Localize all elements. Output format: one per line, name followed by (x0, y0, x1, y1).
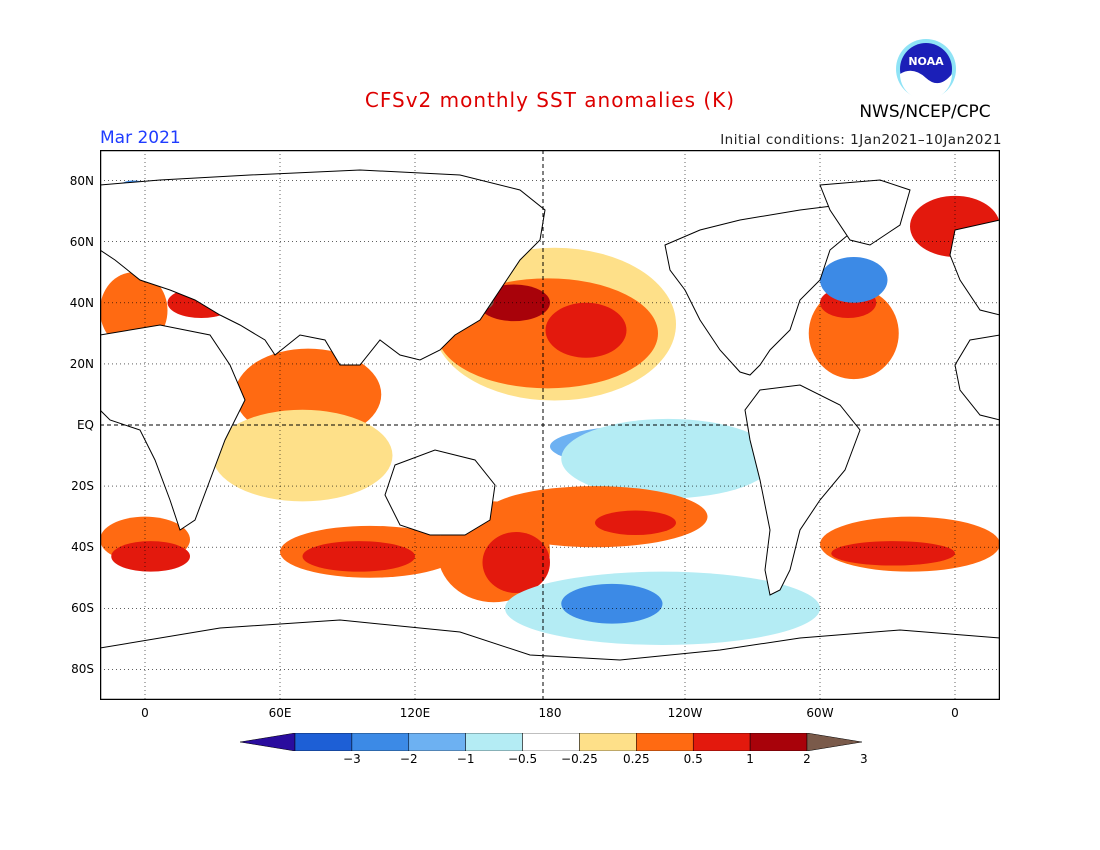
anomaly-region (212, 409, 393, 502)
land-outlines (100, 169, 1000, 700)
latitude-label: 80N (69, 173, 94, 188)
colorbar-label: 0.5 (683, 752, 703, 766)
anomaly-region (595, 510, 676, 535)
colorbar-min-arrow (240, 733, 296, 751)
anomaly-region (111, 541, 190, 572)
colorbar-label: 1 (746, 752, 754, 766)
latitude-label: 60S (71, 601, 94, 616)
longitude-label: 120E (399, 706, 431, 720)
sst-anomaly-map (100, 150, 1000, 700)
noaa-logo-text: NOAA (908, 55, 944, 68)
longitude-label: 0 (951, 706, 959, 720)
colorbar-segment (522, 733, 580, 751)
africa-outline-east (954, 334, 1000, 421)
colorbar-segment (579, 733, 637, 751)
antarctica-outline (100, 619, 1000, 700)
eurasia-outline (100, 169, 546, 366)
colorbar-label: −3 (343, 752, 361, 766)
colorbar-label: 3 (860, 752, 868, 766)
anomaly-region (482, 531, 550, 594)
colorbar-label: −1 (456, 752, 475, 766)
colorbar-segment (408, 733, 466, 751)
map-frame (100, 150, 1000, 700)
colorbar-segment (351, 733, 410, 751)
anomaly-region (545, 302, 627, 358)
latitude-label: EQ (76, 418, 94, 432)
latitude-label: 20S (71, 479, 94, 494)
north-america-outline (664, 204, 861, 376)
colorbar-label: −2 (399, 752, 418, 766)
longitude-label: 60W (806, 706, 834, 720)
anomaly-region (820, 256, 888, 303)
colorbar-label: −0.25 (561, 752, 598, 766)
latitude-label: 40S (71, 540, 94, 555)
longitude-label: 180 (538, 706, 562, 720)
greenland-outline (819, 179, 911, 246)
colorbar (240, 733, 862, 751)
colorbar-segment (465, 733, 523, 751)
anomaly-region (831, 541, 955, 566)
latitude-label: 80S (71, 662, 94, 677)
colorbar-segment (636, 733, 694, 751)
initial-conditions: Initial conditions: 1Jan2021–10Jan2021 (720, 132, 1002, 148)
colorbar-label: −0.5 (507, 752, 538, 766)
anomaly-region (561, 418, 775, 499)
colorbar-segment (294, 733, 353, 751)
map-title: CFSv2 monthly SST anomalies (K) (364, 88, 736, 112)
colorbar-max-arrow (806, 733, 862, 751)
anomaly-region (302, 541, 415, 572)
longitude-label: 60E (268, 706, 292, 720)
europe-outline-east (949, 219, 1000, 316)
organization-label: NWS/NCEP/CPC (859, 102, 991, 122)
longitude-label: 0 (141, 706, 149, 720)
colorbar-segment (692, 733, 751, 751)
colorbar-segment (749, 733, 808, 751)
colorbar-label: 2 (803, 752, 811, 766)
colorbar-label: 0.25 (622, 752, 650, 766)
anomaly-region (561, 583, 663, 624)
south-america-outline (744, 384, 861, 596)
longitude-label: 120W (667, 706, 703, 720)
latitude-label: 20N (69, 356, 94, 371)
latitude-label: 60N (69, 234, 94, 249)
noaa-logo: NOAA (896, 39, 956, 100)
australia-outline (384, 449, 496, 536)
latitude-label: 40N (69, 295, 94, 310)
africa-outline (100, 324, 246, 531)
forecast-month: Mar 2021 (100, 128, 181, 148)
